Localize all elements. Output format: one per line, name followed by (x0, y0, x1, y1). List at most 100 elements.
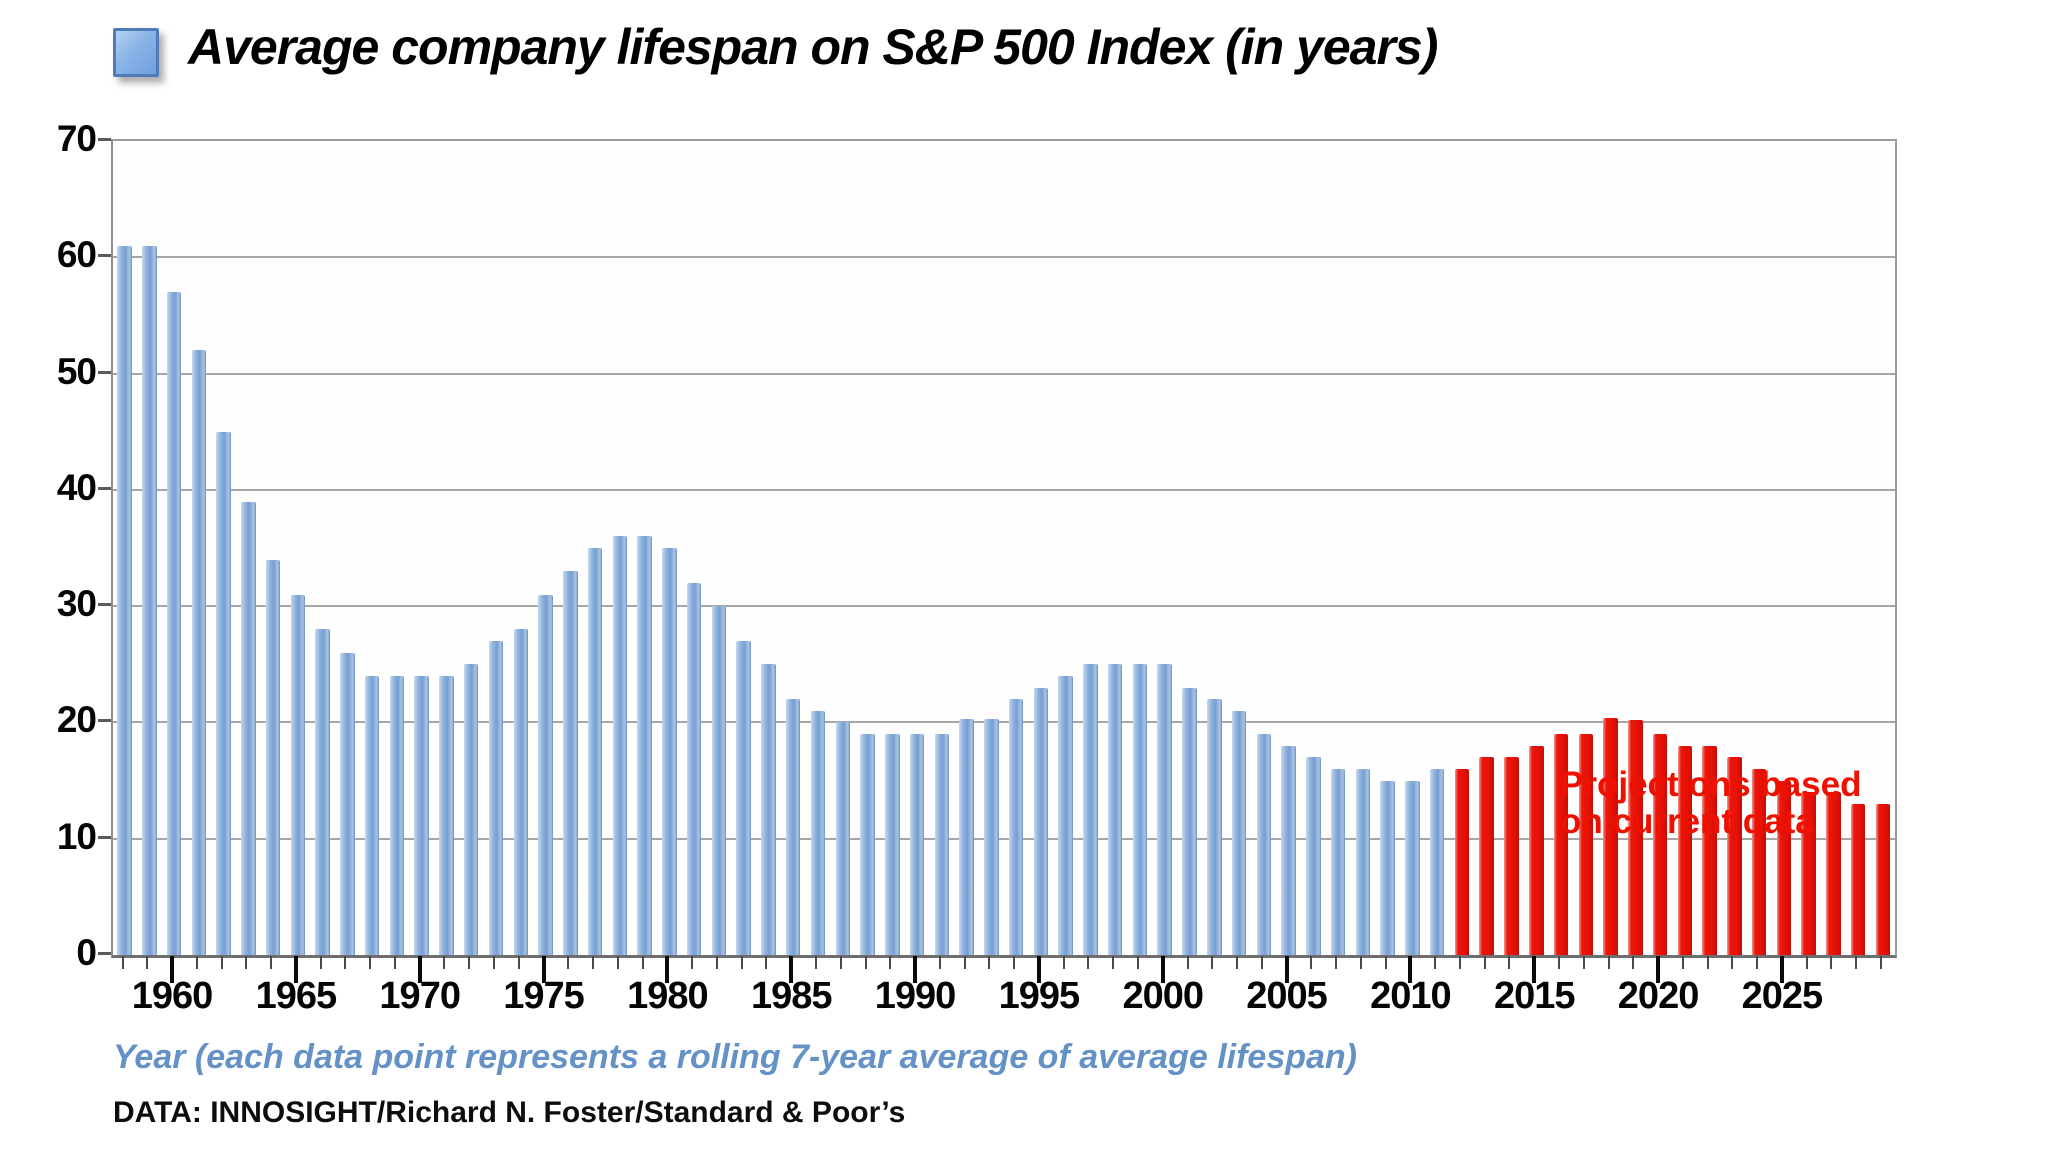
x-tick-label-2015: 2015 (1493, 975, 1576, 1017)
bar-2021 (1677, 745, 1693, 955)
bar-2008 (1355, 768, 1371, 955)
bar-1984 (761, 664, 776, 955)
bar-1980 (662, 548, 677, 955)
x-tick-1971 (443, 956, 446, 969)
y-tick-0 (98, 952, 111, 955)
y-tick-label-70: 70 (56, 118, 97, 159)
x-axis-caption: Year (each data point represents a rolli… (113, 1038, 1358, 1076)
bar-1989 (885, 734, 900, 955)
x-tick-1970 (417, 956, 422, 983)
x-tick-1966 (319, 956, 322, 969)
x-tick-1993 (988, 956, 991, 969)
x-tick-2012 (1458, 956, 1461, 969)
x-tick-2027 (1830, 956, 1833, 969)
y-tick-label-50: 50 (56, 350, 97, 392)
x-tick-2017 (1582, 956, 1585, 969)
x-tick-1959 (146, 956, 149, 969)
bar-1997 (1083, 664, 1098, 955)
bar-1993 (984, 718, 999, 955)
x-tick-1963 (245, 956, 248, 969)
bar-2028 (1850, 803, 1866, 955)
x-tick-1974 (517, 956, 520, 969)
bar-1981 (686, 582, 702, 955)
bar-1986 (810, 710, 826, 955)
x-tick-1999 (1136, 956, 1139, 969)
bar-2001 (1182, 687, 1197, 955)
x-tick-label-1980: 1980 (627, 975, 709, 1017)
bar-1964 (265, 559, 281, 955)
projection-annotation: Projections based on current data (1560, 766, 1861, 840)
bar-2020 (1652, 734, 1668, 955)
bar-1983 (736, 641, 751, 955)
x-tick-1991 (938, 956, 941, 969)
bar-2017 (1578, 734, 1594, 955)
x-tick-1989 (889, 956, 892, 969)
x-tick-1975 (541, 956, 546, 983)
gridline-30 (113, 605, 1895, 608)
x-tick-2009 (1384, 956, 1387, 969)
x-tick-1982 (715, 956, 718, 969)
bar-2027 (1826, 792, 1841, 955)
gridline-20 (113, 721, 1895, 724)
x-tick-1979 (641, 956, 644, 969)
bar-1969 (389, 675, 405, 955)
bar-1988 (860, 734, 875, 955)
x-tick-1976 (567, 956, 570, 969)
x-tick-2024 (1756, 956, 1759, 969)
bar-2019 (1628, 720, 1643, 955)
y-tick-label-60: 60 (56, 234, 97, 276)
x-tick-2002 (1211, 956, 1214, 969)
projection-annotation-line2: on current data (1560, 802, 1815, 841)
x-tick-label-1975: 1975 (503, 975, 585, 1017)
x-tick-1978 (616, 956, 619, 969)
bar-1967 (340, 652, 355, 955)
x-tick-label-2005: 2005 (1246, 975, 1328, 1017)
bar-2014 (1504, 757, 1519, 955)
x-tick-label-2010: 2010 (1370, 975, 1452, 1017)
x-tick-1995 (1036, 956, 1041, 983)
x-tick-2010 (1408, 956, 1413, 983)
x-tick-1998 (1112, 956, 1115, 969)
x-tick-1996 (1062, 956, 1065, 969)
bar-1962 (216, 431, 231, 955)
bar-1970 (414, 675, 429, 955)
bar-2012 (1454, 768, 1470, 955)
x-tick-2028 (1855, 956, 1858, 969)
bar-2018 (1603, 717, 1618, 955)
x-tick-2008 (1359, 956, 1362, 969)
bar-2006 (1306, 757, 1321, 955)
bar-1978 (612, 536, 628, 955)
x-tick-2007 (1335, 956, 1338, 969)
y-tick-40 (98, 486, 111, 490)
x-tick-2021 (1681, 956, 1684, 969)
x-tick-2019 (1632, 956, 1635, 969)
bar-1985 (785, 699, 801, 955)
y-tick-30 (98, 603, 111, 607)
x-tick-1960 (170, 956, 175, 983)
x-tick-label-2025: 2025 (1741, 975, 1824, 1017)
legend-swatch (113, 28, 159, 77)
bar-1975 (538, 594, 553, 955)
bar-2025 (1776, 780, 1792, 955)
x-tick-2006 (1310, 956, 1313, 969)
x-tick-2004 (1260, 956, 1263, 969)
x-tick-2026 (1805, 956, 1808, 969)
x-tick-1958 (121, 956, 124, 969)
x-tick-1968 (369, 956, 372, 969)
bar-1987 (835, 722, 850, 955)
x-tick-label-1965: 1965 (255, 975, 338, 1017)
bar-2022 (1702, 745, 1717, 955)
x-tick-1962 (220, 956, 223, 969)
x-tick-1983 (740, 956, 743, 969)
bar-1968 (364, 675, 380, 955)
chart-title: Average company lifespan on S&P 500 Inde… (188, 19, 1438, 75)
x-tick-1965 (293, 956, 298, 983)
x-tick-1973 (493, 956, 495, 969)
x-tick-label-1970: 1970 (379, 975, 461, 1017)
x-tick-2015 (1532, 956, 1537, 983)
y-tick-50 (98, 370, 111, 374)
x-tick-label-1960: 1960 (131, 975, 214, 1017)
x-tick-2011 (1434, 956, 1437, 969)
x-tick-2001 (1186, 956, 1189, 969)
bar-1960 (166, 292, 182, 955)
